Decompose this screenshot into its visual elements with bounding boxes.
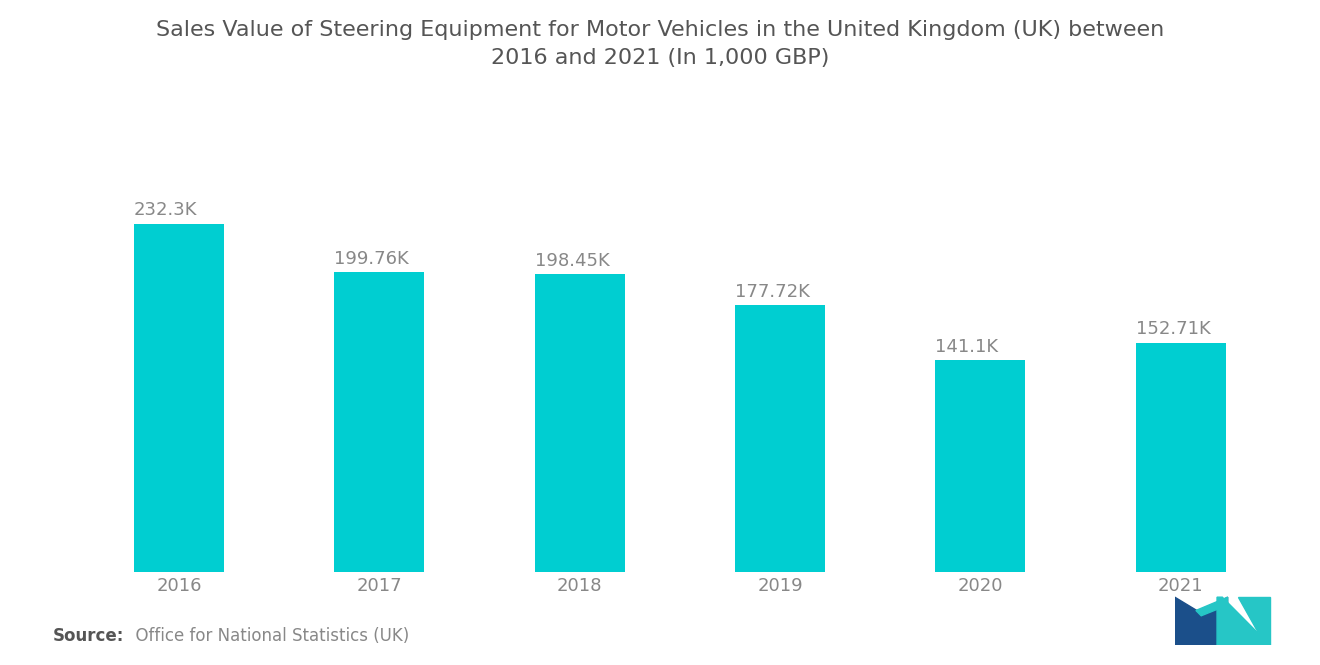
Polygon shape xyxy=(1217,597,1270,645)
Text: 198.45K: 198.45K xyxy=(535,252,610,270)
Text: 177.72K: 177.72K xyxy=(735,283,809,301)
Bar xyxy=(936,360,1026,572)
Bar xyxy=(334,273,424,572)
Bar xyxy=(1135,343,1226,572)
Text: Sales Value of Steering Equipment for Motor Vehicles in the United Kingdom (UK) : Sales Value of Steering Equipment for Mo… xyxy=(156,20,1164,68)
Text: Office for National Statistics (UK): Office for National Statistics (UK) xyxy=(125,627,409,645)
Text: 141.1K: 141.1K xyxy=(936,338,998,356)
Text: Source:: Source: xyxy=(53,627,124,645)
Bar xyxy=(535,275,624,572)
Polygon shape xyxy=(1196,597,1228,616)
Polygon shape xyxy=(1238,597,1270,645)
Bar xyxy=(133,223,224,572)
Text: 232.3K: 232.3K xyxy=(133,201,197,219)
Text: 152.71K: 152.71K xyxy=(1135,321,1210,338)
Polygon shape xyxy=(1175,597,1228,645)
Bar xyxy=(735,305,825,572)
Text: 199.76K: 199.76K xyxy=(334,250,409,268)
